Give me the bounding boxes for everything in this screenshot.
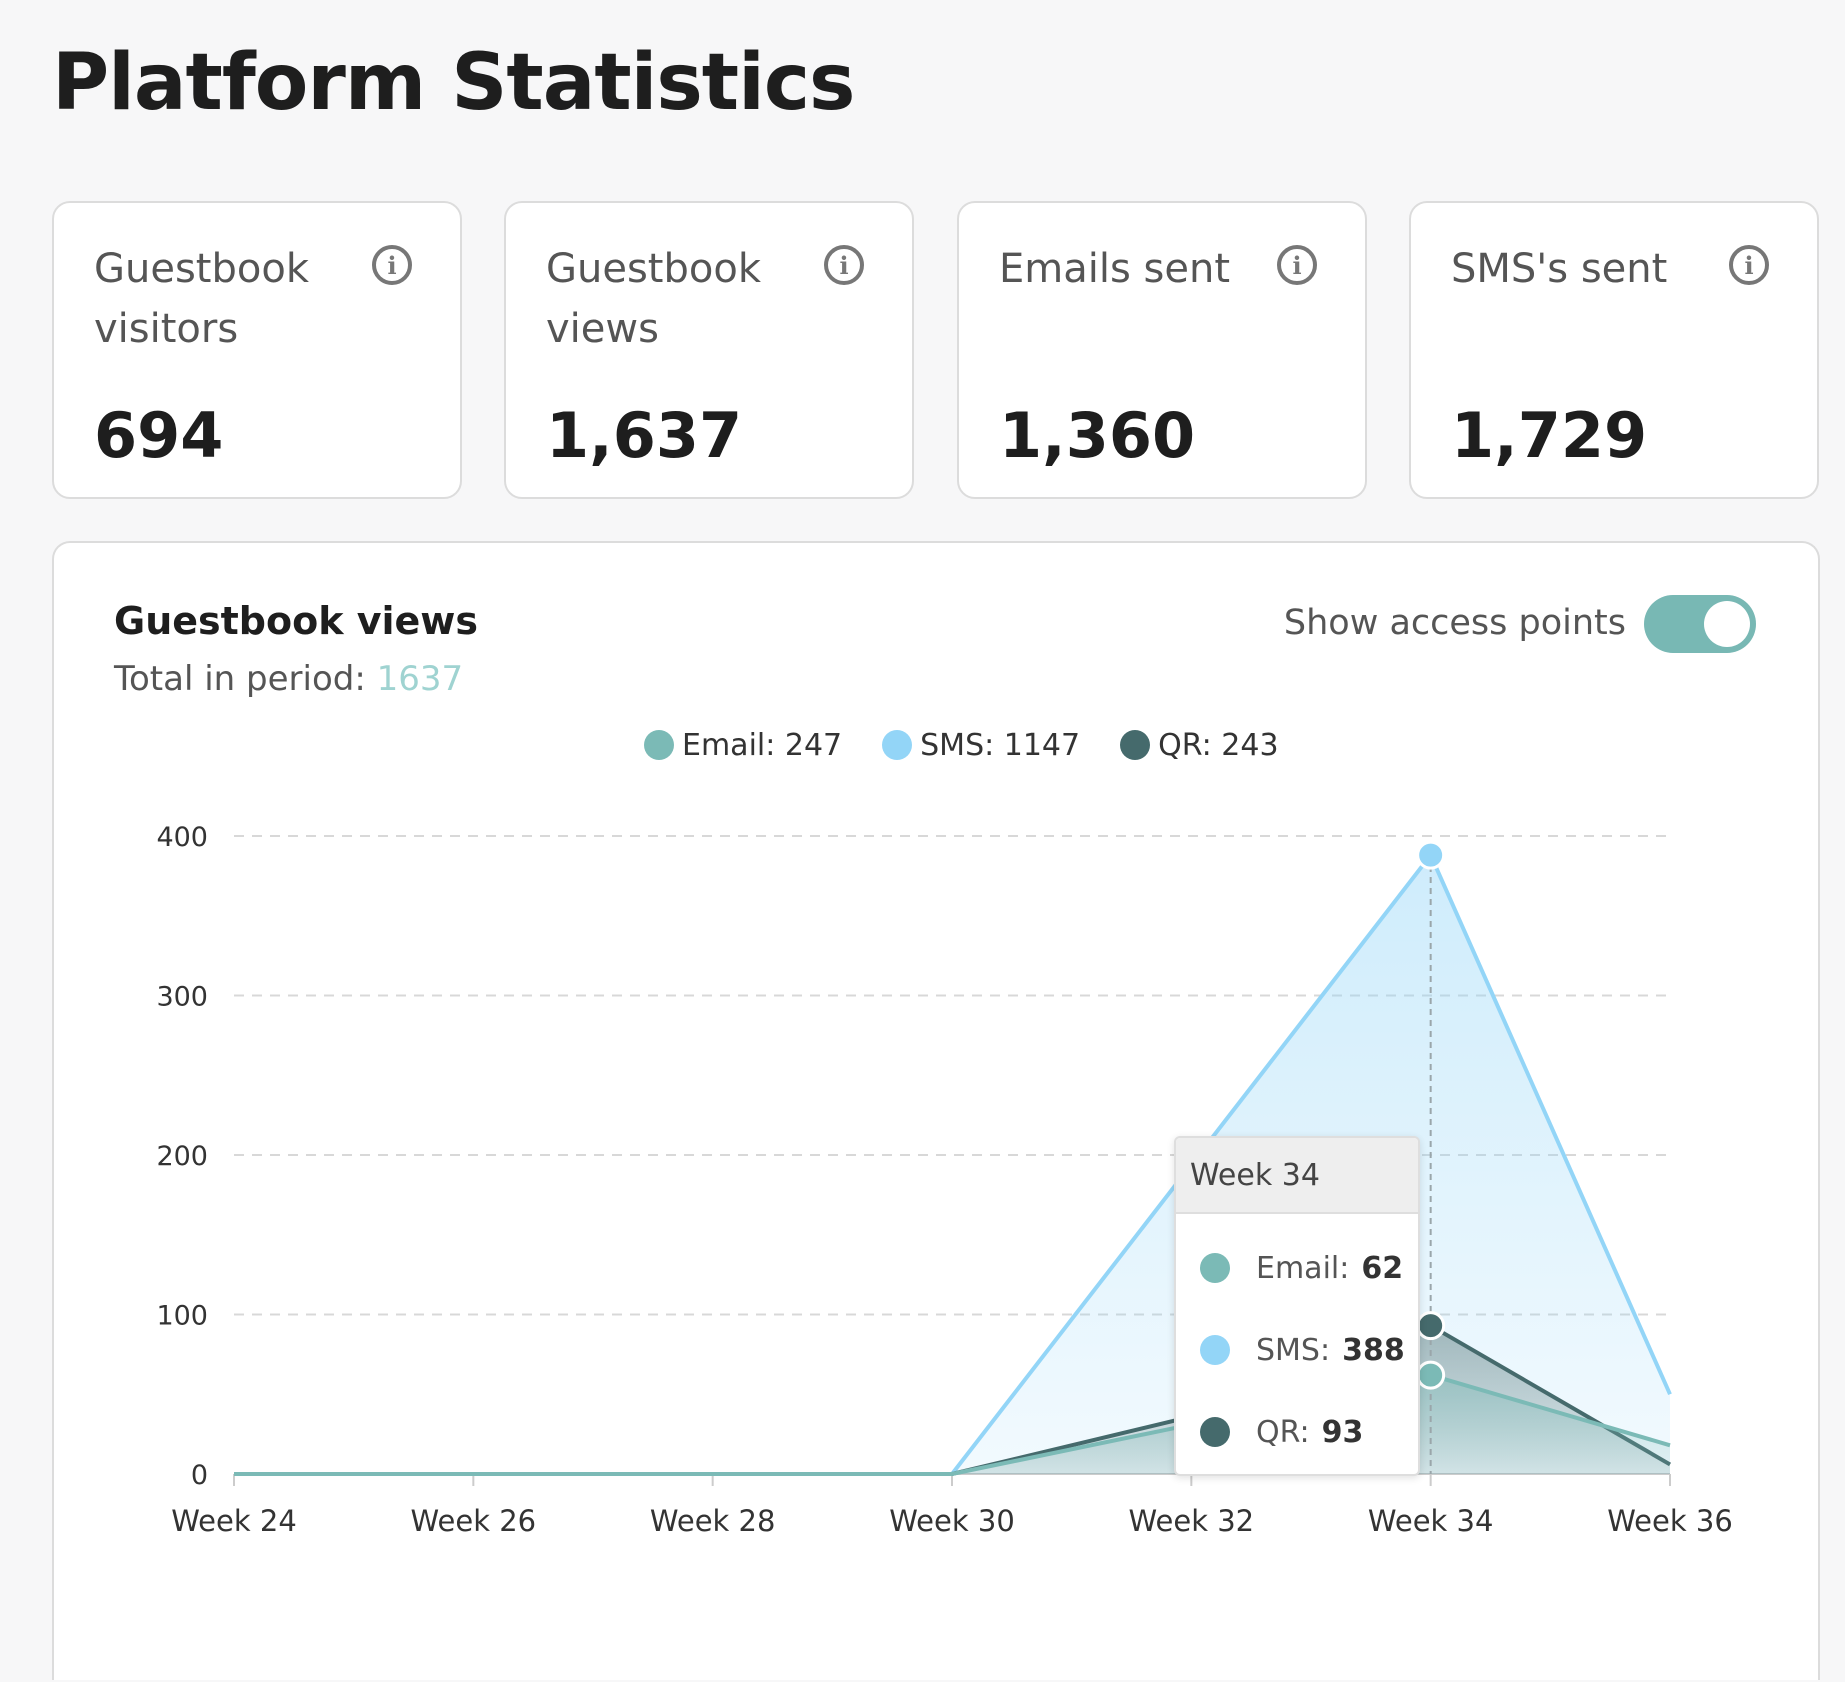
y-tick-label: 0 <box>191 1460 208 1491</box>
stat-label: Guestbook visitors <box>94 246 309 352</box>
toggle-knob <box>1704 601 1750 647</box>
chart-legend: Email: 247 SMS: 1147 QR: 243 <box>644 723 1279 767</box>
tooltip-dot-email <box>1200 1253 1230 1283</box>
toggle-label: Show access points <box>1283 603 1626 643</box>
info-icon[interactable]: i <box>1277 245 1317 285</box>
page-title: Platform Statistics <box>52 38 855 128</box>
hover-point-qr <box>1416 1311 1446 1341</box>
stat-card-sms-sent: SMS's sent i 1,729 <box>1409 201 1819 499</box>
chart-total-label: Total in period: <box>114 659 377 699</box>
tooltip-row-qr: QR: 93 <box>1200 1412 1363 1452</box>
x-tick-label: Week 26 <box>411 1504 537 1538</box>
stat-card-emails-sent: Emails sent i 1,360 <box>957 201 1367 499</box>
y-tick-label: 100 <box>156 1301 208 1332</box>
tooltip-label: Email: <box>1256 1250 1350 1286</box>
chart-total: Total in period: 1637 <box>114 659 463 699</box>
tooltip-value: 93 <box>1321 1414 1364 1450</box>
stat-label: SMS's sent <box>1451 246 1668 292</box>
legend-item-email[interactable]: Email: 247 <box>644 728 842 763</box>
x-tick-label: Week 34 <box>1368 1504 1494 1538</box>
legend-dot-sms <box>882 730 913 760</box>
legend-text: QR: 243 <box>1158 727 1279 763</box>
tooltip-label: SMS: <box>1256 1332 1331 1368</box>
stat-value: 1,637 <box>546 399 743 472</box>
tooltip-value: 62 <box>1361 1250 1404 1286</box>
stat-card-guestbook-views: Guestbook views i 1,637 <box>504 201 914 499</box>
legend-dot-qr <box>1120 730 1151 760</box>
y-tick-label: 200 <box>156 1141 208 1172</box>
info-icon[interactable]: i <box>372 245 412 285</box>
legend-text: SMS: 1147 <box>920 727 1081 763</box>
info-icon[interactable]: i <box>1729 245 1769 285</box>
x-tick-label: Week 28 <box>650 1504 776 1538</box>
tooltip-label: QR: <box>1256 1414 1310 1450</box>
stat-label: Emails sent <box>999 246 1231 292</box>
stat-value: 1,729 <box>1451 399 1648 472</box>
series-area-email <box>234 1375 1670 1474</box>
legend-item-sms[interactable]: SMS: 1147 <box>882 728 1080 763</box>
chart-title: Guestbook views <box>114 599 479 643</box>
stat-value: 1,360 <box>999 399 1196 472</box>
x-tick-label: Week 36 <box>1607 1504 1733 1538</box>
chart-svg: 0 100 200 300 400 Week 24 Week 26 Week 28 Week 3… <box>156 822 1733 1538</box>
tooltip-row-email: Email: 62 <box>1200 1248 1403 1288</box>
show-access-points-toggle[interactable] <box>1644 595 1756 653</box>
chart-total-value: 1637 <box>376 659 464 699</box>
x-tick-label: Week 32 <box>1129 1504 1255 1538</box>
stat-label: Guestbook views <box>546 246 761 352</box>
tooltip-value: 388 <box>1342 1332 1405 1368</box>
legend-dot-email <box>644 730 674 760</box>
y-tick-label: 400 <box>156 822 208 853</box>
tooltip-title: Week 34 <box>1176 1138 1418 1214</box>
chart-tooltip: Week 34 Email: 62 SMS: 388 QR: 93 <box>1174 1136 1420 1476</box>
legend-item-qr[interactable]: QR: 243 <box>1120 727 1279 763</box>
hover-point-email <box>1416 1360 1446 1390</box>
tooltip-row-sms: SMS: 388 <box>1200 1330 1405 1370</box>
info-icon[interactable]: i <box>824 245 864 285</box>
y-tick-label: 300 <box>156 982 208 1013</box>
x-tick-label: Week 30 <box>889 1504 1015 1538</box>
legend-text: Email: 247 <box>682 727 843 763</box>
hover-point-sms <box>1416 840 1446 870</box>
tooltip-dot-qr <box>1200 1417 1230 1447</box>
tooltip-dot-sms <box>1200 1335 1230 1365</box>
chart-panel: 0 100 200 300 400 Week 24 Week 26 Week 28 Week 3… <box>52 541 1820 1680</box>
x-tick-label: Week 24 <box>171 1504 297 1538</box>
stat-value: 694 <box>94 399 224 472</box>
stat-card-guestbook-visitors: Guestbook visitors i 694 <box>52 201 462 499</box>
